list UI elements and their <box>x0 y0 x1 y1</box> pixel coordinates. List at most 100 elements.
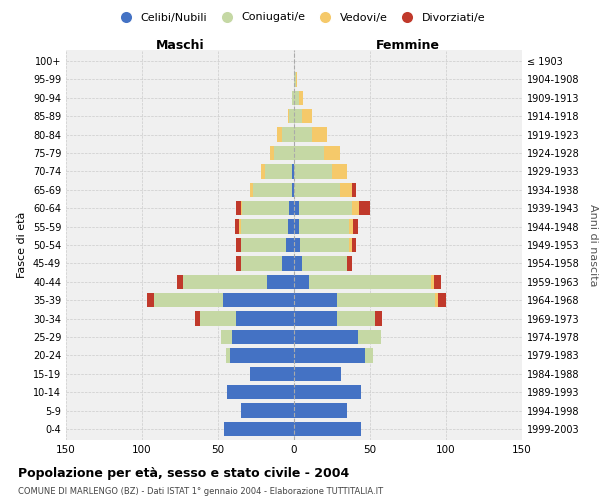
Bar <box>292 164 294 178</box>
Bar <box>294 146 325 160</box>
Bar <box>146 293 154 308</box>
Bar <box>250 366 294 381</box>
Bar <box>294 366 341 381</box>
Bar <box>183 274 266 289</box>
Text: Maschi: Maschi <box>155 39 205 52</box>
Bar <box>439 293 446 308</box>
Bar <box>224 422 294 436</box>
Bar <box>282 128 294 142</box>
Bar <box>250 182 253 197</box>
Bar <box>239 220 241 234</box>
Bar <box>359 201 370 216</box>
Bar <box>294 220 299 234</box>
Bar <box>349 238 352 252</box>
Bar <box>365 348 373 362</box>
Bar <box>294 72 296 86</box>
Bar <box>347 256 352 270</box>
Bar <box>294 404 347 417</box>
Bar <box>294 330 358 344</box>
Bar <box>241 201 242 216</box>
Bar <box>289 109 294 124</box>
Bar <box>223 293 294 308</box>
Bar <box>241 404 294 417</box>
Y-axis label: Anni di nascita: Anni di nascita <box>587 204 598 286</box>
Legend: Celibi/Nubili, Coniugati/e, Vedovi/e, Divorziati/e: Celibi/Nubili, Coniugati/e, Vedovi/e, Di… <box>110 8 490 27</box>
Text: Femmine: Femmine <box>376 39 440 52</box>
Bar <box>340 182 352 197</box>
Bar <box>235 220 239 234</box>
Bar <box>294 385 361 400</box>
Bar <box>302 256 347 270</box>
Bar <box>195 312 200 326</box>
Y-axis label: Fasce di età: Fasce di età <box>17 212 27 278</box>
Bar <box>325 146 340 160</box>
Bar <box>352 201 359 216</box>
Bar <box>226 348 230 362</box>
Bar <box>352 182 356 197</box>
Bar <box>177 274 183 289</box>
Bar <box>288 220 294 234</box>
Bar <box>312 128 328 142</box>
Bar <box>294 201 299 216</box>
Bar <box>269 146 274 160</box>
Bar <box>292 90 294 105</box>
Bar <box>300 238 349 252</box>
Bar <box>241 238 286 252</box>
Bar <box>294 164 332 178</box>
Bar <box>431 274 434 289</box>
Bar <box>288 109 289 124</box>
Bar <box>265 164 292 178</box>
Bar <box>374 312 382 326</box>
Bar <box>236 312 294 326</box>
Bar <box>294 182 340 197</box>
Bar <box>436 293 439 308</box>
Bar <box>274 146 294 160</box>
Bar <box>294 128 312 142</box>
Bar <box>282 256 294 270</box>
Bar <box>232 330 294 344</box>
Bar <box>294 348 365 362</box>
Bar <box>294 238 300 252</box>
Bar <box>154 293 223 308</box>
Bar <box>294 312 337 326</box>
Bar <box>352 238 356 252</box>
Bar <box>294 256 302 270</box>
Bar <box>299 201 352 216</box>
Bar <box>289 201 294 216</box>
Bar <box>236 256 241 270</box>
Bar <box>294 274 309 289</box>
Text: COMUNE DI MARLENGO (BZ) - Dati ISTAT 1° gennaio 2004 - Elaborazione TUTTITALIA.I: COMUNE DI MARLENGO (BZ) - Dati ISTAT 1° … <box>18 488 383 496</box>
Bar <box>260 164 265 178</box>
Bar <box>294 293 337 308</box>
Bar <box>253 182 292 197</box>
Bar <box>349 220 353 234</box>
Bar <box>299 90 303 105</box>
Bar <box>294 109 302 124</box>
Bar <box>221 330 232 344</box>
Bar <box>309 274 431 289</box>
Bar <box>294 90 299 105</box>
Bar <box>337 312 374 326</box>
Bar <box>299 220 349 234</box>
Bar <box>286 238 294 252</box>
Bar <box>241 256 282 270</box>
Bar <box>236 201 241 216</box>
Bar <box>292 182 294 197</box>
Bar <box>332 164 347 178</box>
Bar <box>242 201 289 216</box>
Text: Popolazione per età, sesso e stato civile - 2004: Popolazione per età, sesso e stato civil… <box>18 468 349 480</box>
Bar <box>241 220 288 234</box>
Bar <box>230 348 294 362</box>
Bar <box>277 128 282 142</box>
Bar <box>302 109 312 124</box>
Bar <box>294 422 361 436</box>
Bar <box>200 312 236 326</box>
Bar <box>358 330 380 344</box>
Bar <box>296 72 297 86</box>
Bar <box>353 220 358 234</box>
Bar <box>266 274 294 289</box>
Bar <box>236 238 241 252</box>
Bar <box>337 293 436 308</box>
Bar <box>434 274 442 289</box>
Bar <box>227 385 294 400</box>
